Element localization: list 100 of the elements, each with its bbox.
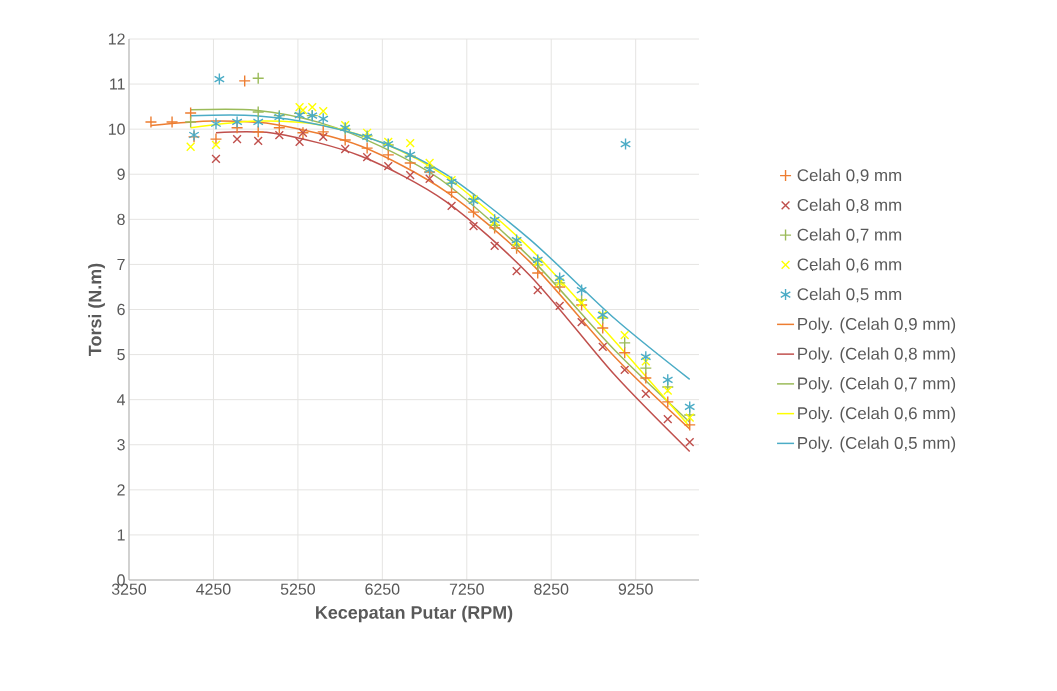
point [318, 106, 328, 116]
point [512, 266, 522, 276]
point [298, 105, 308, 115]
point [685, 413, 695, 423]
point [447, 201, 457, 211]
point [307, 102, 317, 112]
y-tick-label: 5 [117, 349, 125, 361]
y-tick-label: 7 [117, 258, 125, 270]
point [238, 74, 251, 88]
point [209, 132, 223, 146]
point [684, 400, 696, 414]
point [685, 437, 695, 447]
point [362, 128, 372, 138]
point [317, 125, 330, 139]
point [211, 154, 221, 164]
x-axis-title: Kecepatan Putar (RPM) [316, 605, 513, 623]
point [252, 72, 265, 85]
legend-label: Poly. (Celah 0,8 mm) [798, 347, 956, 364]
x-tick-label: 4250 [196, 583, 231, 595]
point [383, 137, 393, 147]
point [554, 271, 566, 285]
legend-label: Poly. (Celah 0,5 mm) [798, 436, 956, 453]
x-tick-label: 6250 [365, 583, 400, 595]
point [447, 175, 457, 185]
point [318, 132, 328, 142]
point [165, 115, 179, 129]
y-tick-label: 6 [117, 303, 125, 316]
point [533, 257, 543, 267]
point [340, 120, 350, 130]
point [598, 342, 608, 352]
x-tick-label: 5250 [280, 583, 315, 595]
point [555, 301, 565, 311]
point [294, 102, 305, 112]
point [577, 317, 587, 327]
legend-label: Celah 0,8 mm [797, 198, 902, 213]
point [274, 130, 284, 140]
point [338, 133, 352, 147]
point [618, 346, 631, 359]
point [575, 293, 588, 307]
point [360, 141, 374, 155]
point [213, 72, 225, 86]
y-axis-title: Torsi (N.m) [88, 263, 105, 356]
point [425, 174, 435, 184]
legend-label: Poly. (Celah 0,6 mm) [798, 406, 956, 423]
point [511, 233, 523, 247]
point [577, 298, 587, 308]
point [405, 170, 415, 180]
x-tick-label: 7250 [449, 583, 484, 595]
point [641, 389, 651, 399]
point [253, 136, 263, 146]
point [382, 148, 395, 162]
point [294, 137, 305, 147]
point [340, 144, 350, 154]
y-tick-label: 1 [117, 529, 125, 541]
y-tick-label: 10 [108, 123, 125, 135]
point [184, 115, 197, 129]
y-tick-label: 4 [116, 394, 126, 406]
point [211, 140, 221, 150]
x-tick-label: 9250 [618, 583, 653, 595]
point [467, 205, 480, 219]
point [596, 321, 609, 335]
point [210, 117, 222, 130]
point [620, 137, 631, 151]
point [252, 105, 265, 119]
point [620, 365, 630, 375]
y-tick-label: 3 [117, 439, 125, 451]
point [425, 158, 435, 168]
point [468, 221, 479, 231]
legend-label: Celah 0,6 mm [797, 257, 902, 273]
legend-label: Poly. (Celah 0,9 mm) [798, 317, 956, 334]
point [362, 152, 372, 162]
legend-label: Celah 0,9 mm [797, 168, 902, 184]
line-series [189, 114, 691, 381]
y-tick-label: 12 [108, 33, 125, 45]
point [620, 330, 630, 340]
point [639, 371, 653, 385]
y-tick-label: 11 [110, 78, 125, 90]
y-tick-label: 9 [117, 168, 125, 180]
point [533, 285, 543, 295]
legend-label: Celah 0,7 mm [797, 228, 902, 243]
point [445, 186, 458, 199]
point [532, 253, 544, 267]
point [641, 356, 651, 366]
y-tick-label: 2 [117, 484, 125, 496]
point [663, 386, 673, 396]
point [252, 125, 265, 139]
point [383, 161, 393, 171]
point [640, 350, 652, 364]
point [232, 134, 242, 144]
x-tick-label: 8250 [534, 583, 569, 595]
point [405, 138, 415, 148]
point [662, 373, 674, 387]
line-series [215, 131, 691, 453]
point [512, 237, 522, 247]
point [490, 241, 500, 251]
legend-label: Celah 0,5 mm [797, 287, 902, 303]
point [231, 115, 243, 129]
point [576, 283, 588, 297]
point [252, 115, 264, 129]
y-tick-label: 8 [117, 213, 125, 225]
